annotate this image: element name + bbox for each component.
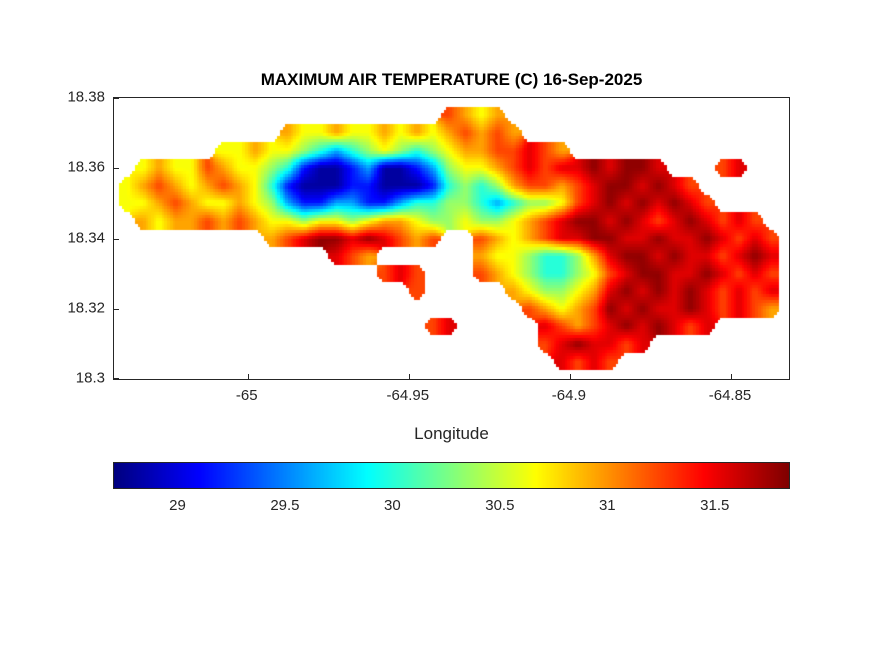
colorbar-tick-label: 30 [384, 497, 401, 514]
y-tick-label: 18.38 [67, 88, 105, 106]
chart-title: MAXIMUM AIR TEMPERATURE (C) 16-Sep-2025 [260, 70, 643, 89]
y-tick-mark [114, 238, 119, 240]
colorbar-tick-label: 29.5 [270, 497, 300, 514]
x-tick-mark [569, 374, 571, 379]
y-axis-tick-labels: 18.38 18.36 18.34 18.32 18.3 [0, 89, 105, 387]
y-tick-label: 18.32 [67, 299, 105, 317]
colorbar-tick-label: 29 [169, 497, 186, 514]
plot-axes [113, 97, 790, 380]
y-tick-mark [114, 98, 119, 99]
colorbar-canvas [114, 463, 789, 488]
x-axis-label: Longitude [414, 424, 489, 443]
colorbar-tick-label: 30.5 [485, 497, 515, 514]
y-tick-label: 18.34 [67, 229, 105, 246]
colorbar-tick-label: 31 [598, 497, 616, 514]
x-tick-label: -65 [235, 387, 258, 404]
x-tick-label: -64.9 [551, 387, 587, 404]
y-tick-label: 18.3 [75, 369, 105, 387]
x-tick-label: -64.85 [708, 387, 752, 404]
colorbar-tick-label: 31.5 [700, 497, 730, 514]
x-tick-mark [247, 374, 249, 379]
y-tick-mark [114, 168, 119, 170]
colorbar-tick-labels: 29 29.5 30 30.5 31 31.5 [113, 497, 790, 517]
y-tick-mark [114, 378, 119, 379]
heatmap-canvas [114, 98, 789, 379]
colorbar [113, 462, 790, 489]
x-tick-label: -64.95 [386, 387, 430, 404]
x-axis-tick-labels: -65 -64.95 -64.9 -64.85 [113, 387, 790, 407]
x-tick-mark [731, 374, 732, 379]
y-tick-mark [114, 308, 119, 310]
x-tick-mark [408, 374, 410, 379]
y-tick-label: 18.36 [67, 158, 105, 176]
